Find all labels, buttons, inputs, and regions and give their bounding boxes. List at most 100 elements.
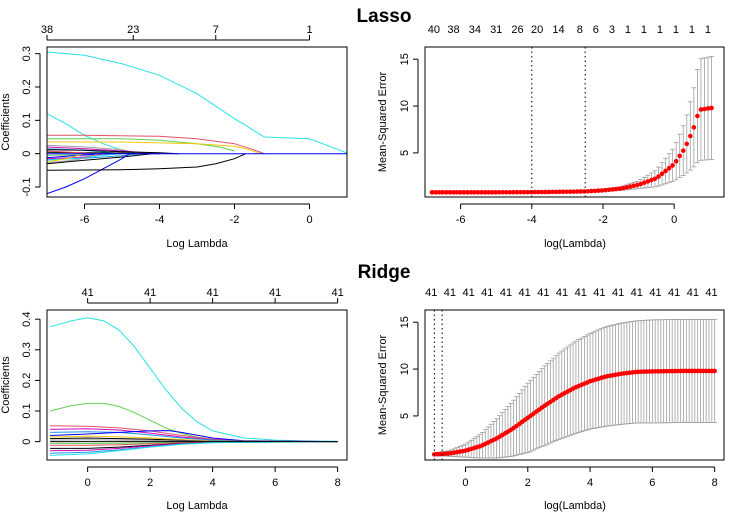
y-tick-label: 0 xyxy=(21,151,33,157)
cv-point xyxy=(500,189,506,195)
cv-point xyxy=(677,153,683,159)
top-tick-label: 1 xyxy=(657,24,663,36)
x-tick-label: -2 xyxy=(230,214,240,226)
top-tick-label: 3 xyxy=(609,24,615,36)
cv-point xyxy=(543,189,548,195)
cv-point xyxy=(521,189,527,195)
top-tick-label: 38 xyxy=(41,24,53,36)
y-tick-label: 5 xyxy=(399,413,411,419)
cv-point xyxy=(504,189,509,195)
cv-point xyxy=(461,190,467,195)
top-tick-label: 6 xyxy=(593,24,599,36)
cv-point xyxy=(670,163,675,168)
data-layer xyxy=(47,51,347,195)
cv-point xyxy=(705,106,711,111)
cv-point xyxy=(567,189,573,194)
cv-point xyxy=(599,188,605,193)
cv-point xyxy=(712,368,717,374)
coef-path-line xyxy=(50,430,338,443)
lasso-path-panel: Log Lambda Coefficients -6 -4 -2 0 -0.1 0 0.1 0… xyxy=(0,24,348,250)
x-tick-label: 8 xyxy=(335,477,341,489)
cv-point xyxy=(649,177,654,183)
coef-path-line xyxy=(47,134,265,155)
x-tick-label: 2 xyxy=(525,477,531,489)
cv-point xyxy=(557,189,562,195)
cv-point xyxy=(440,190,446,195)
coef-path-line xyxy=(47,153,85,163)
cv-point xyxy=(588,188,594,194)
cv-point xyxy=(613,186,619,192)
top-tick-label: 41 xyxy=(519,287,531,299)
top-tick-label: 26 xyxy=(511,24,523,36)
top-tick-label: 14 xyxy=(552,24,564,36)
top-tick-label: 41 xyxy=(649,287,661,299)
x-tick-label: 0 xyxy=(671,214,677,226)
top-tick-label: 41 xyxy=(144,287,156,299)
top-tick-label: 20 xyxy=(531,24,543,36)
cv-point xyxy=(673,158,679,164)
coef-path-line xyxy=(47,141,261,155)
top-tick-label: 41 xyxy=(425,287,437,299)
top-tick-label: 41 xyxy=(207,287,219,299)
ridge-title: Ridge xyxy=(358,262,411,283)
cv-point xyxy=(539,189,545,195)
top-tick-label: 23 xyxy=(127,24,139,36)
top-tick-label: 41 xyxy=(82,287,94,299)
cv-point xyxy=(663,168,668,174)
coef-path-line xyxy=(47,51,347,154)
cv-point xyxy=(468,190,474,195)
x-tick-label: -4 xyxy=(527,214,537,226)
top-tick-label: 41 xyxy=(705,287,717,299)
cv-point xyxy=(535,189,541,195)
x-tick-label: 8 xyxy=(712,477,718,489)
cv-point xyxy=(578,189,583,194)
top-tick-label: 41 xyxy=(631,287,643,299)
x-tick-label: -6 xyxy=(80,214,90,226)
cv-point xyxy=(652,176,658,182)
plot-frame xyxy=(46,46,348,198)
ridge-path-xlabel: Log Lambda xyxy=(166,500,228,512)
coef-path-line xyxy=(47,153,130,195)
cv-point xyxy=(634,182,640,188)
cv-point xyxy=(684,141,690,147)
top-tick-label: 1 xyxy=(641,24,647,36)
plot-frame xyxy=(424,46,725,198)
coef-path-line xyxy=(50,441,338,456)
cv-point xyxy=(528,189,534,195)
x-tick-label: -4 xyxy=(155,214,165,226)
cv-point xyxy=(631,183,637,189)
ridge-path-panel: Log Lambda Coefficients 0 2 4 6 8 0 0.1 0.2 0.3 0… xyxy=(0,287,348,512)
top-tick-label: 41 xyxy=(556,287,568,299)
cv-point xyxy=(443,190,449,195)
top-tick-label: 41 xyxy=(537,287,549,299)
top-tick-label: 8 xyxy=(577,24,583,36)
top-tick-label: 1 xyxy=(705,24,711,36)
x-tick-label: -2 xyxy=(598,214,608,226)
cv-point xyxy=(620,185,626,191)
cv-point xyxy=(511,189,516,195)
cv-point xyxy=(486,190,492,195)
cv-point xyxy=(585,188,591,194)
top-tick-label: 41 xyxy=(444,287,456,299)
y-tick-label: 0.2 xyxy=(21,373,33,388)
y-tick-label: 15 xyxy=(399,53,411,65)
y-tick-label: 0.3 xyxy=(21,46,33,61)
cv-point xyxy=(581,189,587,194)
cv-point xyxy=(645,179,651,184)
x-tick-label: 0 xyxy=(85,477,91,489)
data-layer xyxy=(429,47,715,197)
cv-point xyxy=(451,190,456,195)
cv-point xyxy=(465,190,470,195)
cv-point xyxy=(433,190,438,195)
coef-path-line xyxy=(47,153,100,164)
cv-point xyxy=(656,174,661,179)
x-tick-label: 4 xyxy=(587,477,593,489)
cv-point xyxy=(691,125,697,130)
cv-point xyxy=(564,189,569,195)
lasso-cv-panel: log(Lambda) Mean-Squared Error -6 -4 -2 0 5 1… xyxy=(377,24,725,250)
x-tick-label: 6 xyxy=(649,477,655,489)
ridge-path-ylabel: Coefficients xyxy=(0,356,12,414)
cv-point xyxy=(532,189,537,195)
cv-point xyxy=(603,187,608,193)
cv-point xyxy=(479,190,484,195)
